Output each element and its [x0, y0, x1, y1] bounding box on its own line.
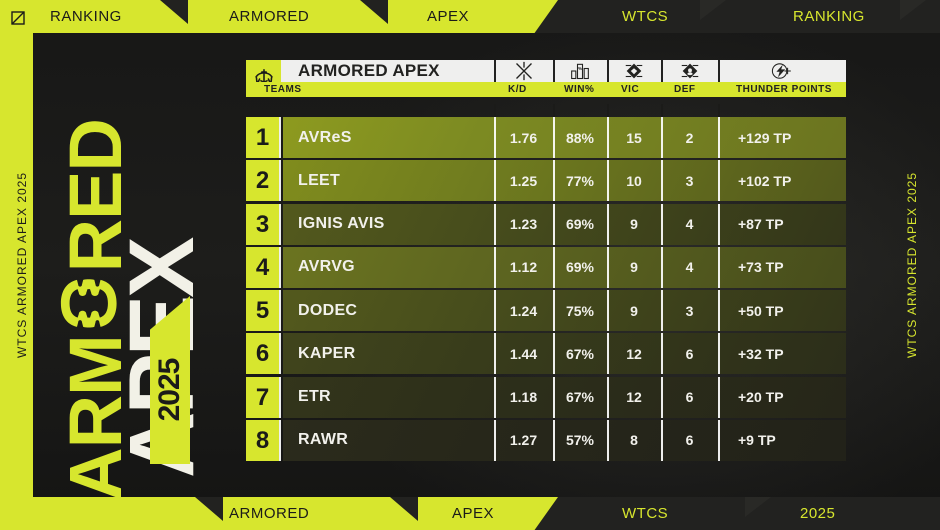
svg-text:%: % — [578, 66, 582, 71]
